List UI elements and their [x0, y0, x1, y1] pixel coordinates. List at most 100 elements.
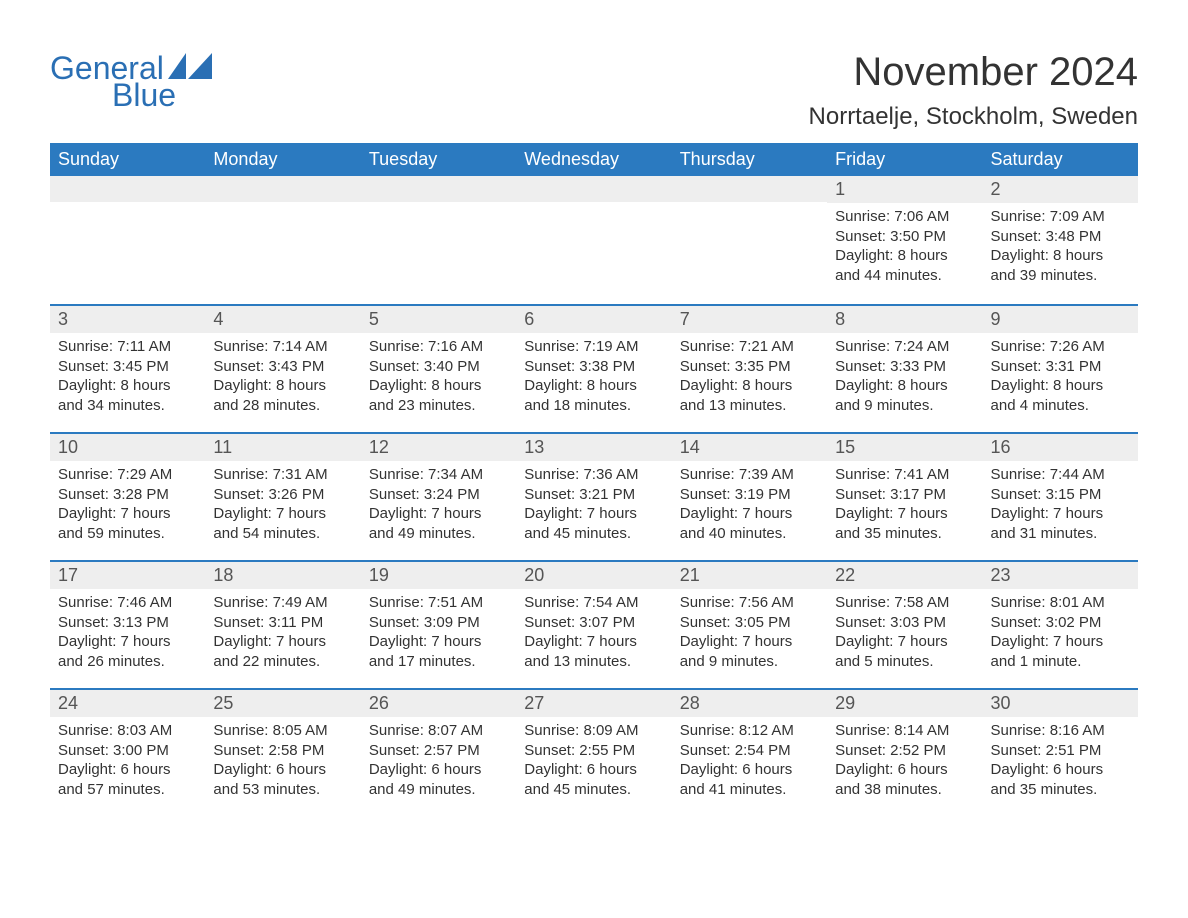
day-content: Sunrise: 8:01 AMSunset: 3:02 PMDaylight:…	[983, 589, 1138, 685]
day-number: 15	[827, 434, 982, 461]
day-number: 3	[50, 306, 205, 333]
day-sunset: Sunset: 3:13 PM	[58, 613, 197, 633]
weeks-container: 1Sunrise: 7:06 AMSunset: 3:50 PMDaylight…	[50, 176, 1138, 816]
day-number: 6	[516, 306, 671, 333]
day-cell: 30Sunrise: 8:16 AMSunset: 2:51 PMDayligh…	[983, 690, 1138, 816]
day-sunrise: Sunrise: 7:26 AM	[991, 337, 1130, 357]
day-cell: 25Sunrise: 8:05 AMSunset: 2:58 PMDayligh…	[205, 690, 360, 816]
day-content: Sunrise: 7:19 AMSunset: 3:38 PMDaylight:…	[516, 333, 671, 429]
day-sunset: Sunset: 3:28 PM	[58, 485, 197, 505]
day-sunset: Sunset: 3:24 PM	[369, 485, 508, 505]
day-content: Sunrise: 7:56 AMSunset: 3:05 PMDaylight:…	[672, 589, 827, 685]
day-sunset: Sunset: 2:54 PM	[680, 741, 819, 761]
day-sunset: Sunset: 3:38 PM	[524, 357, 663, 377]
day-daylight1: Daylight: 8 hours	[524, 376, 663, 396]
day-number: 20	[516, 562, 671, 589]
day-cell: 9Sunrise: 7:26 AMSunset: 3:31 PMDaylight…	[983, 306, 1138, 432]
day-sunset: Sunset: 3:09 PM	[369, 613, 508, 633]
logo-text-blue: Blue	[112, 77, 176, 114]
day-daylight1: Daylight: 6 hours	[213, 760, 352, 780]
day-cell	[205, 176, 360, 304]
day-number: 8	[827, 306, 982, 333]
day-cell	[516, 176, 671, 304]
weekday-wednesday: Wednesday	[516, 143, 671, 176]
day-sunrise: Sunrise: 7:51 AM	[369, 593, 508, 613]
day-content: Sunrise: 7:26 AMSunset: 3:31 PMDaylight:…	[983, 333, 1138, 429]
day-sunrise: Sunrise: 7:11 AM	[58, 337, 197, 357]
empty-day	[516, 176, 671, 202]
day-content: Sunrise: 8:14 AMSunset: 2:52 PMDaylight:…	[827, 717, 982, 813]
weekday-friday: Friday	[827, 143, 982, 176]
day-content: Sunrise: 7:14 AMSunset: 3:43 PMDaylight:…	[205, 333, 360, 429]
day-cell: 11Sunrise: 7:31 AMSunset: 3:26 PMDayligh…	[205, 434, 360, 560]
day-daylight2: and 4 minutes.	[991, 396, 1130, 416]
day-cell: 13Sunrise: 7:36 AMSunset: 3:21 PMDayligh…	[516, 434, 671, 560]
day-daylight2: and 35 minutes.	[991, 780, 1130, 800]
day-cell	[361, 176, 516, 304]
day-daylight1: Daylight: 8 hours	[58, 376, 197, 396]
day-daylight1: Daylight: 7 hours	[58, 632, 197, 652]
day-daylight1: Daylight: 7 hours	[991, 504, 1130, 524]
day-daylight1: Daylight: 7 hours	[524, 632, 663, 652]
day-cell: 28Sunrise: 8:12 AMSunset: 2:54 PMDayligh…	[672, 690, 827, 816]
header-row: General Blue November 2024 Norrtaelje, S…	[50, 50, 1138, 131]
day-cell: 2Sunrise: 7:09 AMSunset: 3:48 PMDaylight…	[983, 176, 1138, 304]
day-sunrise: Sunrise: 7:41 AM	[835, 465, 974, 485]
day-number: 13	[516, 434, 671, 461]
empty-day	[205, 176, 360, 202]
day-sunrise: Sunrise: 8:12 AM	[680, 721, 819, 741]
day-sunrise: Sunrise: 8:09 AM	[524, 721, 663, 741]
day-sunrise: Sunrise: 7:39 AM	[680, 465, 819, 485]
day-daylight1: Daylight: 7 hours	[680, 632, 819, 652]
day-content: Sunrise: 8:12 AMSunset: 2:54 PMDaylight:…	[672, 717, 827, 813]
day-number: 30	[983, 690, 1138, 717]
day-daylight1: Daylight: 8 hours	[991, 246, 1130, 266]
day-number: 28	[672, 690, 827, 717]
empty-day	[361, 176, 516, 202]
day-daylight2: and 31 minutes.	[991, 524, 1130, 544]
day-sunrise: Sunrise: 7:19 AM	[524, 337, 663, 357]
day-number: 5	[361, 306, 516, 333]
day-sunrise: Sunrise: 8:14 AM	[835, 721, 974, 741]
day-cell	[672, 176, 827, 304]
day-sunset: Sunset: 3:48 PM	[991, 227, 1130, 247]
day-cell: 12Sunrise: 7:34 AMSunset: 3:24 PMDayligh…	[361, 434, 516, 560]
day-content: Sunrise: 7:49 AMSunset: 3:11 PMDaylight:…	[205, 589, 360, 685]
day-daylight1: Daylight: 6 hours	[369, 760, 508, 780]
day-sunset: Sunset: 3:05 PM	[680, 613, 819, 633]
day-number: 7	[672, 306, 827, 333]
logo: General Blue	[50, 50, 212, 114]
day-daylight2: and 54 minutes.	[213, 524, 352, 544]
day-sunset: Sunset: 3:19 PM	[680, 485, 819, 505]
day-sunrise: Sunrise: 7:14 AM	[213, 337, 352, 357]
day-content: Sunrise: 7:58 AMSunset: 3:03 PMDaylight:…	[827, 589, 982, 685]
week-row: 24Sunrise: 8:03 AMSunset: 3:00 PMDayligh…	[50, 688, 1138, 816]
day-sunrise: Sunrise: 7:24 AM	[835, 337, 974, 357]
day-sunrise: Sunrise: 7:54 AM	[524, 593, 663, 613]
day-sunset: Sunset: 3:02 PM	[991, 613, 1130, 633]
day-daylight1: Daylight: 6 hours	[835, 760, 974, 780]
day-daylight2: and 45 minutes.	[524, 524, 663, 544]
day-sunset: Sunset: 2:58 PM	[213, 741, 352, 761]
day-daylight2: and 44 minutes.	[835, 266, 974, 286]
weekday-thursday: Thursday	[672, 143, 827, 176]
day-content: Sunrise: 7:51 AMSunset: 3:09 PMDaylight:…	[361, 589, 516, 685]
day-sunset: Sunset: 3:33 PM	[835, 357, 974, 377]
day-sunrise: Sunrise: 7:34 AM	[369, 465, 508, 485]
day-cell: 29Sunrise: 8:14 AMSunset: 2:52 PMDayligh…	[827, 690, 982, 816]
day-sunrise: Sunrise: 7:46 AM	[58, 593, 197, 613]
day-daylight2: and 13 minutes.	[524, 652, 663, 672]
day-content: Sunrise: 7:09 AMSunset: 3:48 PMDaylight:…	[983, 203, 1138, 299]
day-daylight1: Daylight: 7 hours	[369, 504, 508, 524]
location-title: Norrtaelje, Stockholm, Sweden	[809, 103, 1138, 131]
day-content: Sunrise: 7:21 AMSunset: 3:35 PMDaylight:…	[672, 333, 827, 429]
day-number: 2	[983, 176, 1138, 203]
day-daylight2: and 26 minutes.	[58, 652, 197, 672]
day-daylight1: Daylight: 6 hours	[991, 760, 1130, 780]
day-sunset: Sunset: 3:11 PM	[213, 613, 352, 633]
day-sunset: Sunset: 3:45 PM	[58, 357, 197, 377]
day-daylight2: and 1 minute.	[991, 652, 1130, 672]
day-daylight1: Daylight: 7 hours	[835, 504, 974, 524]
day-cell: 4Sunrise: 7:14 AMSunset: 3:43 PMDaylight…	[205, 306, 360, 432]
day-cell: 14Sunrise: 7:39 AMSunset: 3:19 PMDayligh…	[672, 434, 827, 560]
